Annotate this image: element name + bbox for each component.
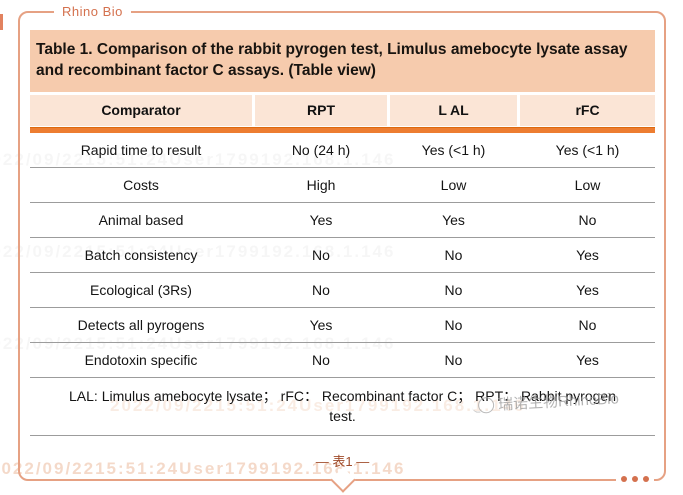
cell-rfc: No	[578, 316, 597, 333]
cell-lal: Yes (<1 h)	[421, 141, 486, 158]
brand-label: Rhino Bio	[54, 3, 131, 21]
row-label: Rapid time to result	[80, 141, 202, 158]
cell-rfc: Yes (<1 h)	[555, 141, 620, 158]
table-row: Rapid time to result No (24 h) Yes (<1 h…	[30, 133, 655, 168]
ellipsis-dots-icon	[616, 473, 654, 485]
frame-bottom-notch	[330, 467, 356, 493]
cell-rpt: No	[312, 246, 330, 263]
row-label: Detects all pyrogens	[77, 316, 205, 333]
table-row: Costs High Low Low	[30, 168, 655, 203]
table-row: Batch consistency No No Yes	[30, 238, 655, 273]
header-rfc: rFC	[520, 94, 655, 126]
cell-rfc: Low	[574, 176, 601, 193]
cell-rpt: High	[306, 176, 336, 193]
header-comparator: Comparator	[30, 94, 252, 126]
cell-rpt: No	[312, 281, 330, 298]
cell-rpt: No	[312, 351, 330, 368]
cell-lal: Yes	[442, 211, 465, 228]
branded-frame: Rhino Bio	[18, 3, 666, 493]
row-label: Costs	[123, 176, 159, 193]
table-row: Ecological (3Rs) No No Yes	[30, 273, 655, 308]
cell-rfc: Yes	[576, 246, 599, 263]
cell-lal: No	[444, 351, 463, 368]
table-figure: Table 1. Comparison of the rabbit pyroge…	[30, 30, 655, 470]
table-row: Animal based Yes Yes No	[30, 203, 655, 238]
figure-caption: — 表1 —	[315, 454, 370, 470]
cell-rpt: No (24 h)	[291, 141, 351, 158]
cell-lal: No	[444, 246, 463, 263]
cell-rfc: Yes	[576, 281, 599, 298]
cell-rfc: Yes	[576, 351, 599, 368]
row-label: Ecological (3Rs)	[90, 281, 192, 298]
cell-rpt: Yes	[309, 211, 333, 228]
row-label: Endotoxin specific	[84, 351, 198, 368]
table-row: Detects all pyrogens Yes No No	[30, 308, 655, 343]
cell-rpt: Yes	[309, 316, 333, 333]
table-title: Table 1. Comparison of the rabbit pyroge…	[30, 30, 655, 92]
left-edge-artifact	[0, 14, 3, 30]
cell-rfc: No	[578, 211, 597, 228]
header-accent-bar	[30, 126, 655, 133]
row-label: Batch consistency	[84, 246, 198, 263]
cell-lal: No	[444, 281, 463, 298]
table-row: Endotoxin specific No No Yes	[30, 343, 655, 378]
header-lal: L AL	[390, 94, 517, 126]
header-rpt: RPT	[255, 94, 387, 126]
cell-lal: Low	[440, 176, 467, 193]
table-header-row: Comparator RPT L AL rFC	[30, 94, 655, 126]
row-label: Animal based	[98, 211, 184, 228]
cell-lal: No	[444, 316, 463, 333]
table-footnote: LAL: Limulus amebocyte lysate； rFC： Reco…	[30, 378, 655, 437]
